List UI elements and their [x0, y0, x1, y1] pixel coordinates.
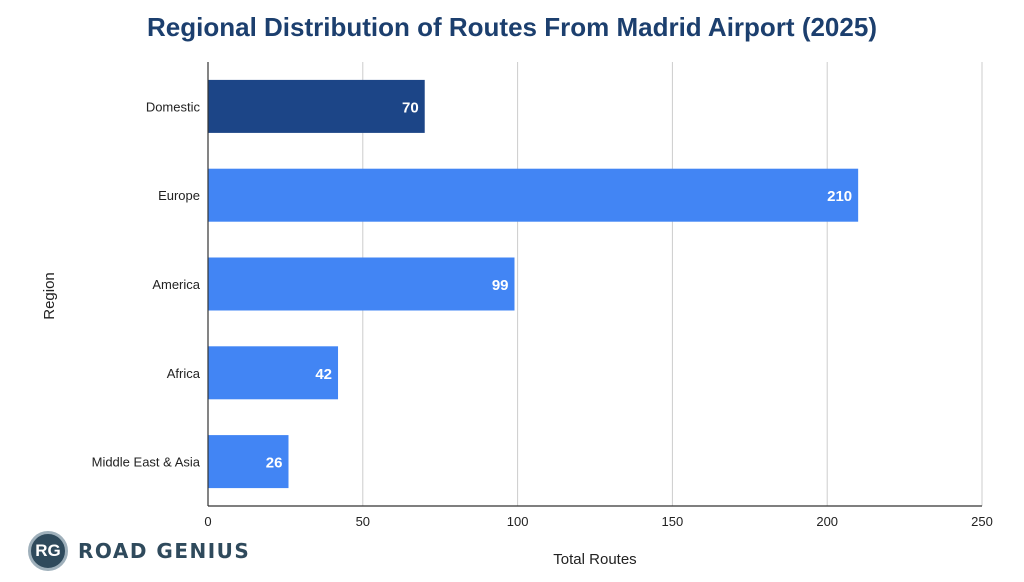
road-genius-logo: RG ROAD GENIUS: [28, 529, 250, 573]
bar: [208, 257, 515, 311]
data-label: 26: [266, 455, 283, 472]
bar: [208, 79, 425, 133]
x-tick-label: 100: [507, 514, 529, 529]
bar: [208, 435, 289, 489]
category-label: Europe: [158, 188, 200, 203]
y-axis-title: Region: [41, 272, 58, 320]
data-label: 42: [315, 366, 332, 383]
bars: 70 210 99 42 26: [208, 79, 859, 489]
logo-text: ROAD GENIUS: [78, 539, 251, 563]
chart-title: Regional Distribution of Routes From Mad…: [147, 12, 877, 42]
category-label: Middle East & Asia: [92, 455, 201, 470]
category-label: Africa: [167, 366, 201, 381]
x-tick-label: 250: [971, 514, 993, 529]
data-label: 99: [492, 277, 509, 294]
logo-monogram: RG: [28, 531, 68, 571]
gridlines: [362, 62, 983, 506]
category-label: America: [152, 277, 200, 292]
x-tick-label: 200: [816, 514, 838, 529]
x-tick-label: 0: [204, 514, 211, 529]
x-tick-label: 50: [356, 514, 370, 529]
bar: [208, 346, 339, 400]
x-tick-label: 150: [662, 514, 684, 529]
data-label: 70: [402, 99, 419, 116]
data-label: 210: [827, 188, 852, 205]
axes: 0 50 100 150 200 250 Domestic Europe America Afri…: [92, 62, 993, 529]
category-label: Domestic: [146, 99, 201, 114]
bar: [208, 168, 859, 222]
x-axis-title: Total Routes: [553, 551, 636, 568]
